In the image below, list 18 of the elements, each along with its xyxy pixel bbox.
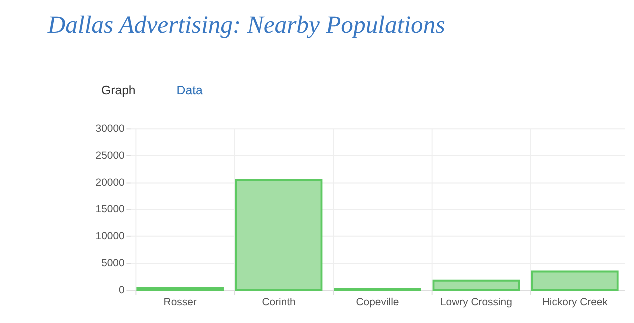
- y-tick-label: 25000: [96, 150, 125, 162]
- x-tick-label: Rosser: [164, 298, 198, 309]
- bar: [531, 270, 619, 291]
- x-tick-label: Hickory Creek: [542, 298, 609, 309]
- text: Graph: [102, 84, 136, 98]
- y-tick-label: 30000: [96, 124, 125, 135]
- bar: [235, 179, 323, 291]
- bar: [432, 280, 520, 291]
- x-tick-label: Lowry Crossing: [440, 298, 513, 309]
- y-tick-label: 15000: [96, 204, 125, 216]
- chart-title: Dallas Advertising: Nearby Populations: [46, 12, 446, 39]
- y-tick-label: 10000: [96, 232, 125, 243]
- text: Data: [176, 84, 203, 98]
- y-tick-label: 20000: [96, 178, 125, 189]
- x-tick-label: Corinth: [262, 298, 296, 309]
- x-tick-label: Copeville: [356, 298, 400, 309]
- y-tick-label: 0: [118, 285, 125, 296]
- y-tick-label: 5000: [102, 258, 125, 270]
